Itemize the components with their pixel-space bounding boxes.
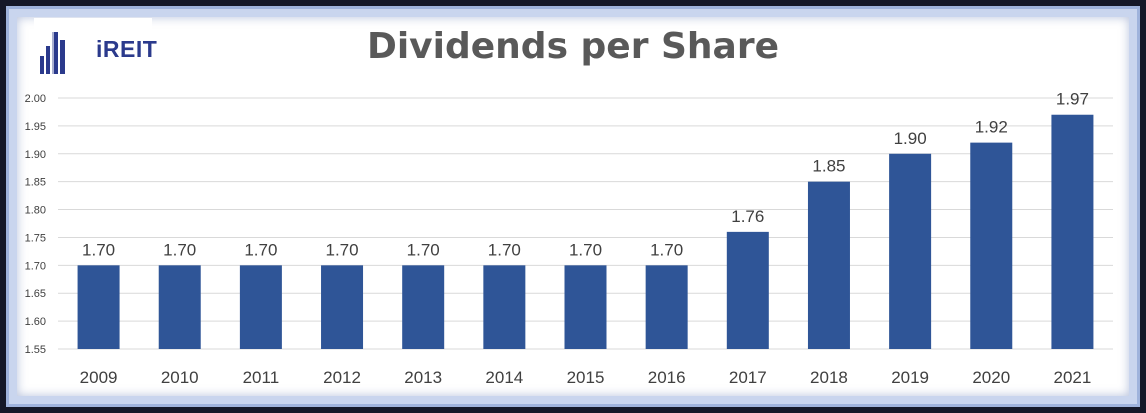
data-label-2013: 1.70 xyxy=(407,240,440,259)
x-tick-label-2009: 2009 xyxy=(80,368,118,387)
bars xyxy=(77,114,1094,349)
y-axis-ticks: 1.55 1.60 1.65 1.70 1.75 1.80 1.85 1.90 1.95 2.00 xyxy=(25,93,46,356)
data-label-2011: 1.70 xyxy=(244,240,277,259)
x-axis-ticks: 2009 2010 2011 2012 2013 2014 2015 2016 2017 2018… xyxy=(80,368,1092,387)
bar-2020 xyxy=(970,142,1013,349)
bar-2016 xyxy=(645,265,688,349)
bar-2013 xyxy=(402,265,445,349)
y-tick-label: 1.75 xyxy=(25,232,46,244)
logo-text: iREIT xyxy=(96,36,158,62)
bar-2021 xyxy=(1051,114,1094,349)
y-tick-label: 1.90 xyxy=(25,149,46,161)
bar-2010 xyxy=(158,265,201,349)
bar-2017 xyxy=(726,231,769,349)
data-label-2016: 1.70 xyxy=(650,240,683,259)
x-tick-label-2019: 2019 xyxy=(891,368,929,387)
chart-panel xyxy=(6,6,1140,407)
x-tick-label-2017: 2017 xyxy=(729,368,767,387)
y-tick-label: 1.95 xyxy=(25,121,46,133)
x-tick-label-2021: 2021 xyxy=(1054,368,1092,387)
data-label-2020: 1.92 xyxy=(975,118,1008,137)
y-tick-label: 1.80 xyxy=(25,205,46,217)
y-tick-label: 1.70 xyxy=(25,260,46,272)
x-tick-label-2012: 2012 xyxy=(323,368,361,387)
bar-2019 xyxy=(889,153,932,349)
x-tick-label-2013: 2013 xyxy=(404,368,442,387)
y-tick-label: 1.65 xyxy=(25,288,46,300)
x-tick-label-2018: 2018 xyxy=(810,368,848,387)
data-label-2010: 1.70 xyxy=(163,240,196,259)
x-tick-label-2015: 2015 xyxy=(567,368,605,387)
x-tick-label-2011: 2011 xyxy=(243,368,280,387)
y-tick-label: 1.60 xyxy=(25,316,46,328)
data-labels: 1.70 1.70 1.70 1.70 1.70 1.70 1.70 1.70 1.76 1.85… xyxy=(82,90,1089,260)
bar-2009 xyxy=(77,265,120,349)
data-label-2014: 1.70 xyxy=(488,240,521,259)
bar-2015 xyxy=(564,265,607,349)
building-icon xyxy=(40,32,65,74)
data-label-2009: 1.70 xyxy=(82,240,115,259)
bar-2018 xyxy=(807,181,850,349)
bar-2011 xyxy=(239,265,282,349)
x-tick-label-2016: 2016 xyxy=(648,368,686,387)
data-label-2017: 1.76 xyxy=(731,207,764,226)
y-tick-label: 1.85 xyxy=(25,177,46,189)
bar-2012 xyxy=(321,265,364,349)
y-tick-label: 2.00 xyxy=(25,93,46,105)
data-label-2012: 1.70 xyxy=(325,240,358,259)
bar-2014 xyxy=(483,265,526,349)
data-label-2021: 1.97 xyxy=(1056,90,1089,109)
data-label-2019: 1.90 xyxy=(894,129,927,148)
x-tick-label-2020: 2020 xyxy=(972,368,1010,387)
x-tick-label-2014: 2014 xyxy=(485,368,523,387)
chart-title: Dividends per Share xyxy=(366,26,780,67)
ireit-logo: iREIT xyxy=(34,18,157,80)
x-tick-label-2010: 2010 xyxy=(161,368,199,387)
y-tick-label: 1.55 xyxy=(25,344,46,356)
data-label-2018: 1.85 xyxy=(812,157,845,176)
data-label-2015: 1.70 xyxy=(569,240,602,259)
